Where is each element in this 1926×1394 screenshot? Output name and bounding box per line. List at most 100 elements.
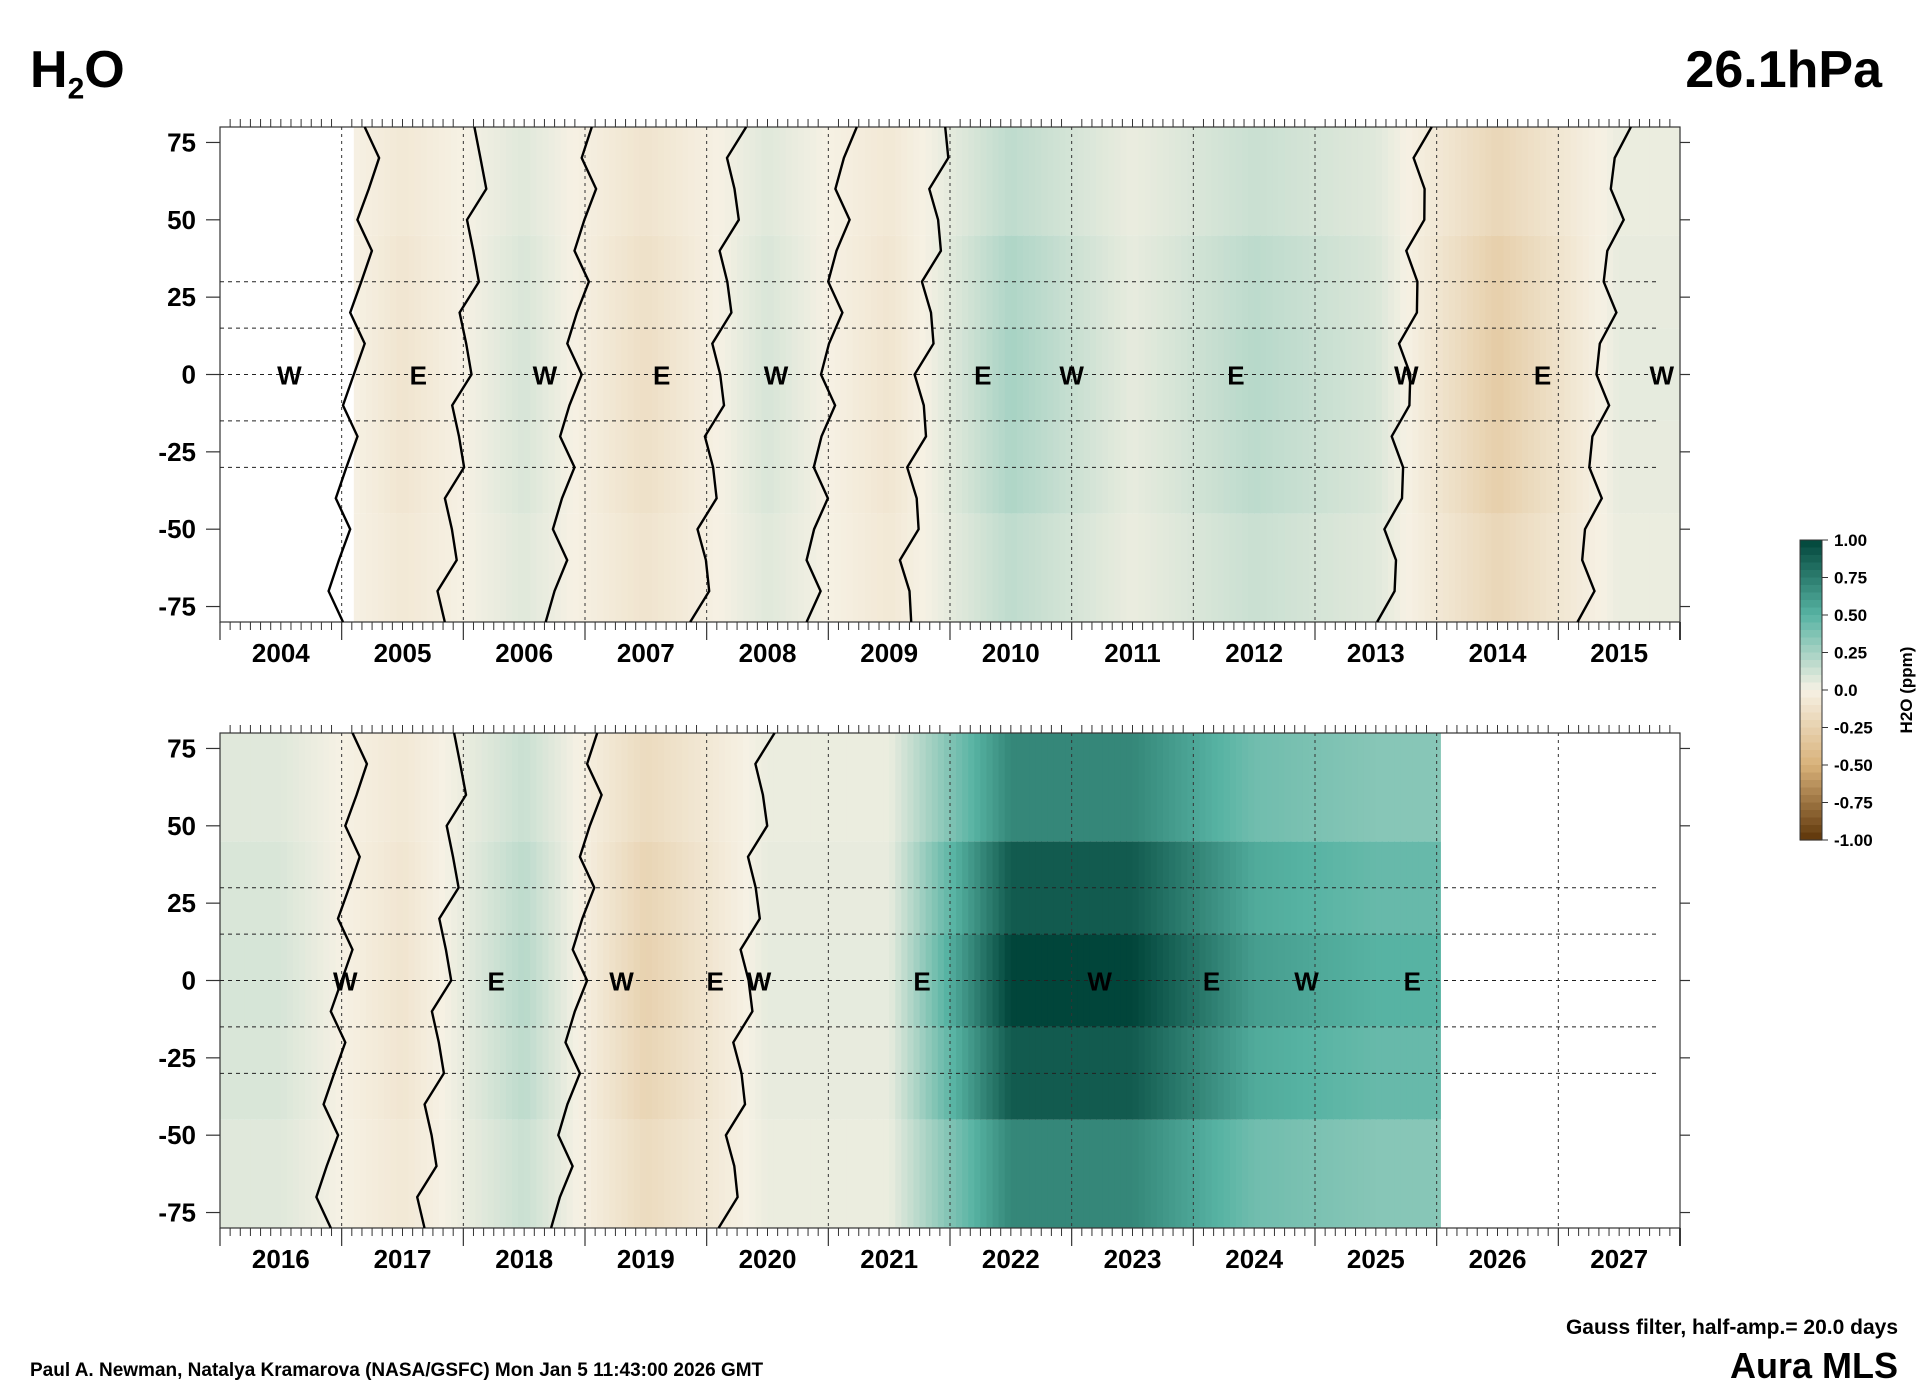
anomaly-cell (1272, 1119, 1280, 1228)
anomaly-cell (676, 127, 683, 236)
anomaly-cell (591, 1026, 598, 1120)
anomaly-cell (968, 420, 975, 514)
anomaly-cell (341, 1026, 349, 1120)
anomaly-cell (615, 934, 623, 1027)
anomaly-cell (572, 1026, 580, 1120)
anomaly-cell (791, 328, 799, 421)
anomaly-cell (980, 733, 988, 842)
year-label: 2022 (982, 1244, 1040, 1274)
anomaly-cell (1193, 127, 1201, 236)
anomaly-cell (597, 127, 604, 236)
anomaly-cell (1223, 420, 1231, 514)
anomaly-cell (359, 420, 367, 514)
anomaly-cell (1381, 513, 1389, 622)
anomaly-cell (1071, 841, 1079, 935)
anomaly-cell (1235, 127, 1243, 236)
anomaly-cell (797, 328, 805, 421)
anomaly-cell (1327, 420, 1334, 514)
anomaly-cell (1461, 235, 1468, 329)
anomaly-cell (968, 934, 975, 1027)
anomaly-cell (1199, 733, 1207, 842)
anomaly-cell (518, 328, 525, 421)
anomaly-cell (390, 733, 398, 842)
anomaly-cell (286, 841, 294, 935)
anomaly-cell (1242, 513, 1249, 622)
anomaly-cell (1345, 127, 1353, 236)
anomaly-cell (1412, 733, 1420, 842)
anomaly-cell (408, 841, 416, 935)
anomaly-cell (974, 235, 982, 329)
anomaly-cell (1150, 127, 1158, 236)
anomaly-cell (1004, 513, 1012, 622)
anomaly-cell (998, 127, 1006, 236)
anomaly-cell (1479, 513, 1486, 622)
colorbar-swatch (1800, 660, 1822, 669)
anomaly-cell (1661, 127, 1669, 236)
anomaly-cell (724, 1026, 732, 1120)
anomaly-cell (1284, 1119, 1292, 1228)
anomaly-cell (907, 1119, 915, 1228)
anomaly-cell (700, 1119, 708, 1228)
colorbar-tick-label: -1.00 (1834, 831, 1873, 850)
anomaly-cell (518, 420, 525, 514)
anomaly-cell (1126, 934, 1134, 1027)
anomaly-cell (767, 934, 775, 1027)
anomaly-cell (877, 1119, 884, 1228)
anomaly-cell (1357, 420, 1365, 514)
anomaly-cell (359, 934, 367, 1027)
anomaly-cell (694, 127, 702, 236)
anomaly-cell (390, 420, 398, 514)
zero-contour (415, 732, 468, 1229)
anomaly-cell (956, 1119, 963, 1228)
anomaly-cell (633, 733, 641, 842)
anomaly-cell (773, 1119, 781, 1228)
anomaly-cell (1235, 733, 1243, 842)
anomaly-cell (578, 1119, 586, 1228)
anomaly-cell (810, 513, 817, 622)
anomaly-cell (651, 1119, 659, 1228)
anomaly-cell (1394, 513, 1401, 622)
anomaly-cell (615, 420, 623, 514)
anomaly-cell (852, 420, 860, 514)
anomaly-cell (1613, 235, 1620, 329)
anomaly-cell (852, 328, 860, 421)
anomaly-cell (597, 420, 604, 514)
anomaly-cell (1077, 127, 1085, 236)
anomaly-cell (1308, 841, 1316, 935)
year-label: 2019 (617, 1244, 675, 1274)
anomaly-cell (554, 1119, 562, 1228)
anomaly-cell (804, 127, 811, 236)
anomaly-cell (499, 1119, 507, 1228)
anomaly-cell (1576, 513, 1584, 622)
colorbar: 1.000.750.500.250.0-0.25-0.50-0.75-1.00H… (1799, 531, 1916, 850)
anomaly-cell (639, 235, 647, 329)
anomaly-cell (1254, 1119, 1261, 1228)
anomaly-cell (238, 1026, 245, 1120)
anomaly-cell (1649, 513, 1657, 622)
anomaly-cell (591, 328, 598, 421)
anomaly-cell (597, 513, 604, 622)
anomaly-cell (1381, 127, 1389, 236)
anomaly-cell (1120, 513, 1128, 622)
anomaly-cell (250, 733, 258, 842)
anomaly-cell (974, 328, 982, 421)
anomaly-cell (1503, 235, 1511, 329)
anomaly-cell (1248, 1026, 1255, 1120)
anomaly-cell (767, 420, 775, 514)
anomaly-cell (1582, 235, 1590, 329)
anomaly-cell (1442, 513, 1450, 622)
anomaly-cell (1029, 1026, 1036, 1120)
anomaly-cell (335, 934, 343, 1027)
anomaly-cell (1290, 127, 1298, 236)
anomaly-cell (1041, 733, 1048, 842)
anomaly-cell (828, 513, 836, 622)
anomaly-cell (1041, 1119, 1048, 1228)
anomaly-cell (572, 1119, 580, 1228)
anomaly-cell (889, 127, 896, 236)
anomaly-cell (658, 513, 665, 622)
anomaly-cell (706, 733, 714, 842)
anomaly-cell (1503, 328, 1511, 421)
anomaly-cell (1217, 513, 1225, 622)
anomaly-cell (645, 235, 653, 329)
anomaly-cell (1436, 127, 1444, 236)
